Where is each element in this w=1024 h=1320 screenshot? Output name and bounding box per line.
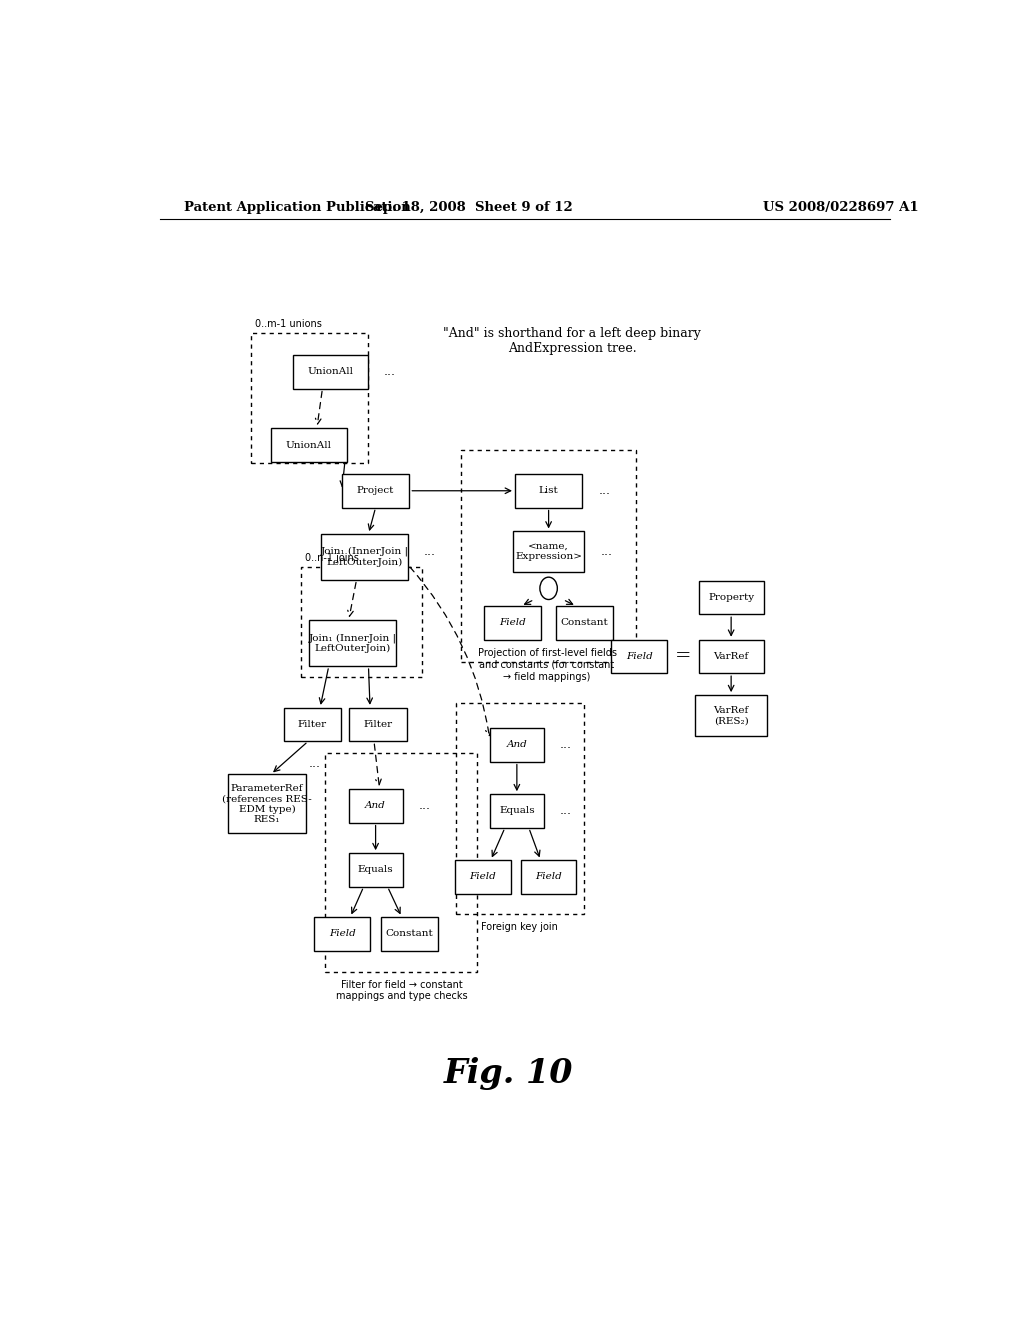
FancyBboxPatch shape — [698, 581, 764, 614]
FancyBboxPatch shape — [228, 775, 306, 833]
Text: Equals: Equals — [499, 807, 535, 816]
FancyBboxPatch shape — [484, 606, 542, 640]
FancyBboxPatch shape — [309, 620, 396, 667]
Bar — [251, 333, 369, 463]
Text: Join₁ (InnerJoin |
LeftOuterJoin): Join₁ (InnerJoin | LeftOuterJoin) — [321, 546, 409, 566]
FancyBboxPatch shape — [698, 640, 764, 673]
Text: ...: ... — [598, 484, 610, 498]
FancyBboxPatch shape — [342, 474, 410, 507]
Text: List: List — [539, 486, 558, 495]
Text: ParameterRef
(references RES-
EDM type)
RES₁: ParameterRef (references RES- EDM type) … — [222, 784, 311, 824]
Text: Join₁ (InnerJoin |
LeftOuterJoin): Join₁ (InnerJoin | LeftOuterJoin) — [308, 634, 396, 653]
FancyBboxPatch shape — [611, 640, 667, 673]
Text: And: And — [507, 741, 527, 750]
Text: Fig. 10: Fig. 10 — [444, 1056, 573, 1090]
Text: Field: Field — [469, 873, 496, 882]
FancyBboxPatch shape — [271, 428, 347, 462]
FancyBboxPatch shape — [556, 606, 613, 640]
Text: Field: Field — [500, 618, 526, 627]
Text: 0..m-1 unions: 0..m-1 unions — [255, 319, 322, 329]
FancyBboxPatch shape — [695, 696, 767, 735]
Bar — [461, 450, 636, 661]
Text: ...: ... — [424, 545, 436, 558]
Bar — [325, 752, 477, 972]
Text: VarRef: VarRef — [714, 652, 749, 661]
Text: ...: ... — [560, 738, 571, 751]
Text: Field: Field — [626, 652, 652, 661]
FancyBboxPatch shape — [314, 917, 370, 950]
FancyBboxPatch shape — [293, 355, 368, 388]
FancyBboxPatch shape — [348, 789, 402, 822]
Text: =: = — [675, 647, 692, 665]
Text: ...: ... — [419, 800, 430, 812]
Bar — [301, 568, 423, 677]
FancyBboxPatch shape — [321, 535, 409, 579]
Text: Constant: Constant — [560, 618, 608, 627]
Text: US 2008/0228697 A1: US 2008/0228697 A1 — [763, 201, 919, 214]
Text: Field: Field — [329, 929, 355, 939]
Text: Projection of first-level fields
and constants (for constant
→ field mappings): Projection of first-level fields and con… — [477, 648, 616, 681]
Text: Property: Property — [708, 593, 755, 602]
Text: Constant: Constant — [386, 929, 433, 939]
Text: Equals: Equals — [357, 866, 393, 874]
Text: "And" is shorthand for a left deep binary
AndExpression tree.: "And" is shorthand for a left deep binar… — [443, 327, 701, 355]
FancyBboxPatch shape — [284, 708, 341, 742]
Text: 0..n-1 joins: 0..n-1 joins — [305, 553, 358, 562]
Text: UnionAll: UnionAll — [286, 441, 332, 450]
Text: Filter: Filter — [364, 719, 392, 729]
Text: Project: Project — [357, 486, 394, 495]
Text: UnionAll: UnionAll — [307, 367, 353, 376]
FancyBboxPatch shape — [489, 795, 544, 828]
FancyBboxPatch shape — [348, 853, 402, 887]
Bar — [456, 704, 585, 913]
Text: Filter for field → constant
mappings and type checks: Filter for field → constant mappings and… — [336, 979, 468, 1002]
FancyBboxPatch shape — [489, 729, 544, 762]
Text: ...: ... — [560, 804, 571, 817]
Text: And: And — [366, 801, 386, 810]
FancyBboxPatch shape — [513, 532, 585, 572]
Text: Foreign key join: Foreign key join — [481, 921, 558, 932]
Text: Field: Field — [536, 873, 562, 882]
Text: VarRef
(RES₂): VarRef (RES₂) — [714, 706, 749, 725]
Text: ...: ... — [600, 545, 612, 558]
FancyBboxPatch shape — [381, 917, 438, 950]
Text: <name,
Expression>: <name, Expression> — [515, 543, 582, 561]
Text: Filter: Filter — [298, 719, 327, 729]
Text: Sep. 18, 2008  Sheet 9 of 12: Sep. 18, 2008 Sheet 9 of 12 — [366, 201, 573, 214]
FancyBboxPatch shape — [455, 861, 511, 894]
Text: Patent Application Publication: Patent Application Publication — [183, 201, 411, 214]
Text: ...: ... — [384, 366, 396, 379]
FancyBboxPatch shape — [521, 861, 577, 894]
FancyBboxPatch shape — [515, 474, 583, 507]
FancyBboxPatch shape — [349, 708, 407, 742]
Text: ...: ... — [308, 758, 321, 770]
